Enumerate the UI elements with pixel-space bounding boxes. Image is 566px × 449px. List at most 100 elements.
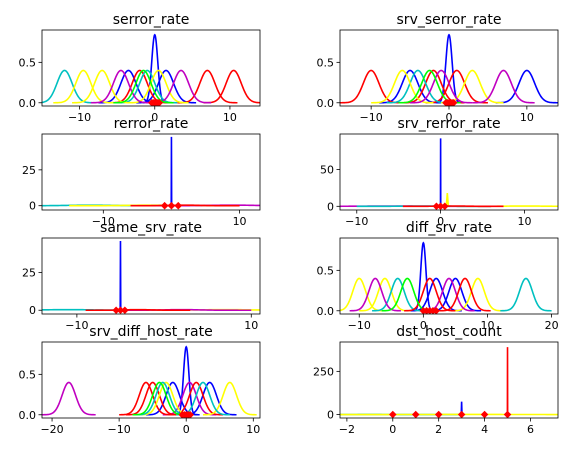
- series-3-curve-1: [42, 69, 95, 104]
- series-1-curve-1: [119, 241, 122, 311]
- marker-3: [121, 306, 129, 314]
- series-4-curve-3: [128, 69, 189, 104]
- series-5-curve-1: [90, 69, 152, 104]
- axes-frame: [339, 237, 559, 315]
- x-tick-label: 4: [481, 423, 488, 436]
- series-2-curve-1: [460, 401, 463, 415]
- series-3-curve-1: [386, 69, 450, 104]
- series-5-curve-1: [472, 69, 535, 104]
- plot-area: [42, 33, 260, 106]
- y-tick-label: 0.5: [317, 264, 335, 277]
- x-tick-label: 10: [517, 215, 531, 228]
- series-2-curve-3: [452, 277, 504, 312]
- x-tick-label: −10: [92, 215, 115, 228]
- marker-3: [434, 410, 443, 418]
- series-1-curve-3: [378, 69, 442, 104]
- y-tick-label: 0.0: [19, 97, 37, 110]
- y-tick-label: 0: [29, 200, 36, 213]
- series-4-curve-1: [202, 381, 257, 416]
- x-tick-label: 0: [420, 319, 427, 332]
- axes-frame: [339, 133, 559, 211]
- x-tick-label: −10: [68, 111, 91, 124]
- axes-frame: [41, 133, 261, 211]
- x-tick-label: 20: [545, 319, 559, 332]
- marker-6: [503, 410, 512, 418]
- subplot-title: serror_rate: [113, 12, 190, 28]
- subplot-1: −10 0 10 0.0 0.5 serror_rate: [19, 12, 261, 124]
- series-2-curve-1: [445, 192, 450, 207]
- series-1-curve-2: [495, 69, 558, 104]
- series-2-curve-2: [359, 277, 411, 312]
- marker-4: [457, 410, 466, 418]
- series-2-curve-2: [177, 69, 238, 104]
- y-tick-label: 0.0: [19, 409, 37, 422]
- axes-frame: [41, 237, 261, 315]
- y-tick-label: 0.0: [317, 305, 335, 318]
- marker-5: [480, 410, 489, 418]
- plot-area: [42, 136, 260, 210]
- subplot-6: −10 0 10 20 0.0 0.5 diff_srv_rate: [317, 220, 559, 332]
- y-tick-label: 0.0: [317, 97, 335, 110]
- x-tick-label: −10: [108, 423, 131, 436]
- marker-1: [389, 410, 397, 418]
- y-tick-label: 0.5: [19, 368, 37, 381]
- series-2-curve-1: [42, 381, 96, 416]
- plot-area: [42, 345, 257, 418]
- x-tick-label: 10: [233, 215, 247, 228]
- plot-area: [340, 33, 558, 106]
- subplot-4: −10 0 10 0 50 srv_rerror_rate: [320, 116, 559, 228]
- series-3-curve-1: [119, 381, 173, 416]
- x-tick-label: 0: [151, 111, 158, 124]
- axes-frame: [41, 29, 261, 107]
- subplot-2: −10 0 10 0.0 0.5 srv_serror_rate: [317, 12, 559, 124]
- marker-3: [174, 201, 183, 210]
- series-2-curve-3: [425, 69, 488, 104]
- plot-area: [340, 347, 558, 418]
- series-5-curve-1: [85, 308, 191, 312]
- y-tick-label: 25: [22, 267, 36, 280]
- y-tick-label: 0: [327, 409, 334, 422]
- series-5-curve-2: [410, 69, 473, 104]
- x-tick-label: 10: [246, 423, 260, 436]
- x-tick-label: 0: [183, 423, 190, 436]
- x-tick-label: 10: [244, 319, 258, 332]
- subplot-7: −20 −10 0 10 0.0 0.5 srv_diff_host_rate: [19, 324, 261, 436]
- subplot-title: same_srv_rate: [100, 220, 202, 236]
- y-tick-label: 0.5: [317, 56, 335, 69]
- y-tick-label: 25: [22, 164, 36, 177]
- series-3-curve-2: [372, 277, 424, 312]
- y-tick-label: 250: [313, 365, 334, 378]
- y-tick-label: 0: [327, 200, 334, 213]
- axes-frame: [339, 341, 559, 419]
- x-tick-label: 10: [520, 111, 534, 124]
- marker-5: [432, 307, 440, 314]
- marker-3: [441, 202, 449, 210]
- marker-5: [186, 411, 195, 418]
- x-tick-label: 6: [527, 423, 534, 436]
- y-tick-label: 50: [320, 163, 334, 176]
- series-2-curve-1: [203, 69, 260, 104]
- marker-6: [449, 99, 458, 106]
- series-5-curve-1: [130, 204, 240, 207]
- series-1-curve-1: [436, 33, 462, 104]
- x-tick-label: −10: [360, 111, 383, 124]
- subplot-title: dst_host_count: [396, 324, 502, 340]
- subplot-5: −10 10 0 25 same_srv_rate: [22, 220, 261, 332]
- subplot-title: rerror_rate: [114, 116, 189, 132]
- series-6-curve-1: [113, 69, 174, 104]
- series-1-curve-2: [410, 277, 462, 312]
- series-3-curve-2: [125, 381, 180, 416]
- series-3-curve-1: [500, 277, 552, 312]
- subplot-title: srv_rerror_rate: [397, 116, 500, 132]
- x-tick-label: −10: [348, 319, 371, 332]
- marker-2: [411, 410, 420, 418]
- series-4-curve-1: [53, 69, 114, 104]
- x-tick-label: −20: [40, 423, 63, 436]
- axes-frame: [41, 341, 261, 419]
- plot-area: [340, 241, 552, 314]
- plot-area: [340, 138, 558, 210]
- subplot-title: srv_diff_host_rate: [89, 324, 212, 340]
- series-4-curve-1: [371, 69, 434, 104]
- subplot-3: −10 10 0 25 rerror_rate: [22, 116, 261, 228]
- x-tick-label: 0: [446, 111, 453, 124]
